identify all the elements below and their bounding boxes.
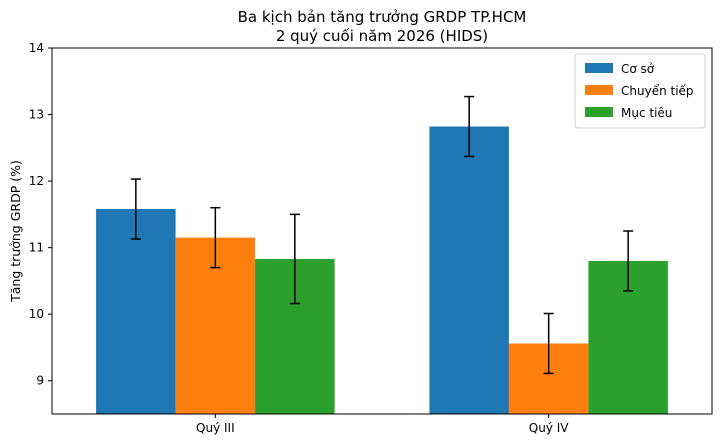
y-tick-label: 9 — [36, 374, 44, 388]
error-bars-group — [130, 95, 634, 375]
y-tick-label: 10 — [29, 307, 44, 321]
legend-swatch — [585, 107, 613, 117]
error-bar — [543, 312, 554, 375]
x-axis-ticks: Quý III Quý IV — [196, 414, 569, 435]
legend-label: Chuyển tiếp — [621, 84, 694, 98]
bar — [96, 209, 176, 414]
x-tick-label: Quý IV — [529, 421, 570, 435]
y-tick-label: 11 — [29, 241, 44, 255]
legend-item: Chuyển tiếp — [585, 84, 694, 98]
error-bar — [289, 213, 300, 305]
bar — [429, 126, 509, 415]
y-tick-label: 14 — [29, 41, 44, 55]
error-bar — [623, 230, 634, 292]
y-tick-label: 12 — [29, 174, 44, 188]
y-tick-label: 13 — [29, 108, 44, 122]
legend-swatch — [585, 63, 613, 73]
plot-frame — [51, 47, 713, 415]
error-bar — [210, 206, 221, 269]
legend-item: Mục tiêu — [585, 106, 672, 120]
legend-label: Mục tiêu — [621, 106, 672, 120]
legend: Cơ sở Chuyển tiếp Mục tiêu — [574, 53, 706, 129]
chart-title-line-2: 2 quý cuối năm 2026 (HIDS) — [276, 27, 488, 45]
y-axis-ticks: 9 10 11 12 13 14 — [29, 41, 52, 388]
legend-label: Cơ sở — [621, 62, 655, 76]
error-bar — [464, 95, 475, 158]
legend-item: Cơ sở — [585, 62, 655, 76]
chart-title-line-1: Ba kịch bản tăng trưởng GRDP TP.HCM — [238, 8, 527, 26]
bars-group — [96, 126, 668, 415]
x-tick-label: Quý III — [196, 421, 235, 435]
error-bar — [130, 178, 141, 240]
y-axis-label: Tăng trưởng GRDP (%) — [8, 160, 23, 303]
legend-swatch — [585, 85, 613, 95]
